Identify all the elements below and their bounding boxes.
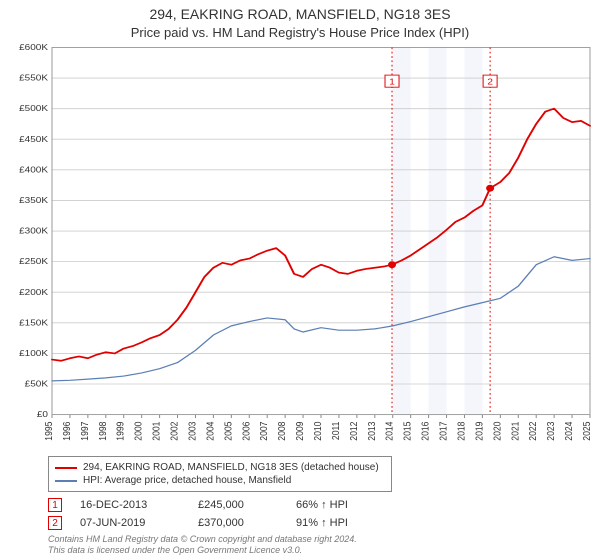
svg-text:2016: 2016 bbox=[420, 421, 431, 440]
svg-text:1998: 1998 bbox=[97, 421, 108, 440]
svg-text:£450K: £450K bbox=[19, 134, 49, 143]
svg-text:2018: 2018 bbox=[456, 421, 467, 440]
event-table: 1 16-DEC-2013 £245,000 66% ↑ HPI 2 07-JUN-201… bbox=[48, 496, 592, 532]
event-marker: 1 bbox=[48, 498, 62, 512]
svg-text:£200K: £200K bbox=[19, 287, 49, 296]
svg-text:2025: 2025 bbox=[581, 421, 592, 440]
event-hpi: 91% ↑ HPI bbox=[296, 517, 376, 529]
svg-text:2003: 2003 bbox=[187, 421, 198, 440]
svg-text:2013: 2013 bbox=[366, 421, 377, 440]
chart-svg: £0 £50K £100K £150K £200K £250K £300K £350K £400… bbox=[8, 44, 592, 453]
svg-text:£350K: £350K bbox=[19, 195, 49, 204]
svg-text:2001: 2001 bbox=[151, 421, 162, 440]
event-marker: 2 bbox=[48, 516, 62, 530]
event-row: 2 07-JUN-2019 £370,000 91% ↑ HPI bbox=[48, 514, 592, 532]
svg-text:2019: 2019 bbox=[474, 421, 485, 440]
svg-text:2014: 2014 bbox=[384, 421, 395, 440]
event-hpi: 66% ↑ HPI bbox=[296, 499, 376, 511]
svg-text:2021: 2021 bbox=[510, 421, 521, 440]
legend-swatch bbox=[55, 467, 77, 469]
svg-text:2: 2 bbox=[487, 77, 493, 86]
svg-text:2024: 2024 bbox=[564, 421, 575, 440]
svg-text:1: 1 bbox=[389, 77, 395, 86]
svg-text:2002: 2002 bbox=[169, 421, 180, 440]
legend-swatch bbox=[55, 480, 77, 482]
svg-text:£50K: £50K bbox=[25, 379, 49, 388]
event-price: £370,000 bbox=[198, 517, 278, 529]
legend-box: 294, EAKRING ROAD, MANSFIELD, NG18 3ES (… bbox=[48, 456, 392, 492]
legend-label: 294, EAKRING ROAD, MANSFIELD, NG18 3ES (… bbox=[83, 461, 379, 474]
event-row: 1 16-DEC-2013 £245,000 66% ↑ HPI bbox=[48, 496, 592, 514]
svg-text:£250K: £250K bbox=[19, 257, 49, 266]
svg-text:£550K: £550K bbox=[19, 73, 49, 82]
license-text: Contains HM Land Registry data © Crown c… bbox=[48, 534, 592, 556]
event-date: 07-JUN-2019 bbox=[80, 517, 180, 529]
legend-row: HPI: Average price, detached house, Mans… bbox=[55, 474, 385, 487]
legend-label: HPI: Average price, detached house, Mans… bbox=[83, 474, 291, 487]
svg-text:2017: 2017 bbox=[438, 421, 449, 440]
svg-text:2022: 2022 bbox=[528, 421, 539, 440]
page-subtitle: Price paid vs. HM Land Registry's House … bbox=[8, 25, 592, 40]
svg-text:1996: 1996 bbox=[61, 421, 72, 440]
event-date: 16-DEC-2013 bbox=[80, 499, 180, 511]
page-title: 294, EAKRING ROAD, MANSFIELD, NG18 3ES bbox=[8, 6, 592, 23]
svg-text:2008: 2008 bbox=[277, 421, 288, 440]
svg-text:2000: 2000 bbox=[133, 421, 144, 440]
svg-text:2015: 2015 bbox=[402, 421, 413, 440]
svg-text:2012: 2012 bbox=[348, 421, 359, 440]
svg-text:2020: 2020 bbox=[492, 421, 503, 440]
license-line: This data is licensed under the Open Gov… bbox=[48, 545, 592, 556]
svg-text:2007: 2007 bbox=[259, 421, 270, 440]
svg-text:2005: 2005 bbox=[223, 421, 234, 440]
event-price: £245,000 bbox=[198, 499, 278, 511]
svg-text:1995: 1995 bbox=[43, 421, 54, 440]
svg-text:£150K: £150K bbox=[19, 318, 49, 327]
svg-text:£600K: £600K bbox=[19, 44, 49, 52]
svg-text:£100K: £100K bbox=[19, 348, 49, 357]
svg-text:£400K: £400K bbox=[19, 165, 49, 174]
svg-text:2011: 2011 bbox=[330, 421, 341, 440]
svg-text:2010: 2010 bbox=[312, 421, 323, 440]
svg-text:2009: 2009 bbox=[295, 421, 306, 440]
legend-row: 294, EAKRING ROAD, MANSFIELD, NG18 3ES (… bbox=[55, 461, 385, 474]
svg-text:1999: 1999 bbox=[115, 421, 126, 440]
svg-text:2006: 2006 bbox=[241, 421, 252, 440]
svg-text:£500K: £500K bbox=[19, 104, 49, 113]
svg-text:2023: 2023 bbox=[546, 421, 557, 440]
svg-text:£300K: £300K bbox=[19, 226, 49, 235]
license-line: Contains HM Land Registry data © Crown c… bbox=[48, 534, 592, 545]
svg-text:£0: £0 bbox=[37, 410, 48, 419]
chart-area: £0 £50K £100K £150K £200K £250K £300K £350K £400… bbox=[8, 44, 592, 453]
svg-text:1997: 1997 bbox=[79, 421, 90, 440]
svg-text:2004: 2004 bbox=[205, 421, 216, 440]
